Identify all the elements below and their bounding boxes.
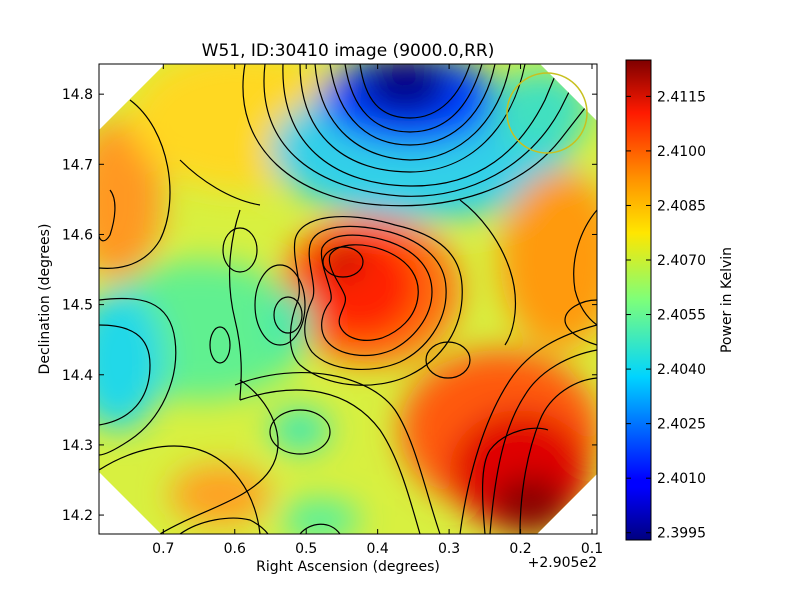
colorbar-tick-label: 2.4100 bbox=[657, 144, 706, 160]
orange-east bbox=[500, 170, 597, 350]
x-tick-label: 0.3 bbox=[438, 541, 460, 557]
colorbar-tick-label: 2.4025 bbox=[657, 417, 706, 433]
x-tick-label: 0.6 bbox=[224, 541, 246, 557]
y-tick-label: 14.8 bbox=[62, 87, 93, 103]
orange-region-northwest bbox=[99, 120, 163, 280]
y-tick-label: 14.3 bbox=[62, 438, 93, 454]
colorbar-tick-label: 2.4085 bbox=[657, 198, 706, 214]
colorbar-label: Power in Kelvin bbox=[719, 247, 735, 353]
colorbar: 2.4115 2.4100 2.4085 2.4070 2.4055 2.4040 2.40… bbox=[625, 59, 735, 542]
y-tick-label: 14.2 bbox=[62, 508, 93, 524]
y-axis-ticks: 14.8 14.7 14.6 14.5 14.4 14.3 14.2 bbox=[62, 87, 597, 524]
colorbar-tick-label: 2.4040 bbox=[657, 362, 706, 378]
x-tick-label: 0.7 bbox=[152, 541, 174, 557]
green-blob-center bbox=[268, 290, 312, 350]
y-tick-label: 14.7 bbox=[62, 157, 93, 173]
y-tick-label: 14.4 bbox=[62, 368, 93, 384]
green-blob-south-center bbox=[270, 408, 330, 452]
colorbar-gradient bbox=[625, 59, 652, 541]
x-tick-label: 0.1 bbox=[581, 541, 603, 557]
colorbar-tick-label: 2.4055 bbox=[657, 308, 706, 324]
red-center bbox=[300, 230, 420, 340]
cyan-region-west bbox=[99, 290, 163, 430]
x-tick-label: 0.4 bbox=[367, 541, 389, 557]
colorbar-tick-label: 2.3995 bbox=[657, 526, 706, 542]
colorbar-tick-label: 2.4115 bbox=[657, 89, 706, 105]
x-axis-label: Right Ascension (degrees) bbox=[256, 559, 440, 575]
darkred-peak-center bbox=[325, 250, 361, 274]
darkred-southeast bbox=[490, 475, 570, 534]
colorbar-ticks: 2.4115 2.4100 2.4085 2.4070 2.4055 2.4040 2.40… bbox=[626, 89, 706, 542]
x-tick-label: 0.2 bbox=[509, 541, 531, 557]
beam-circle bbox=[506, 72, 588, 154]
y-tick-label: 14.6 bbox=[62, 227, 93, 243]
y-tick-label: 14.5 bbox=[62, 298, 93, 314]
green-south bbox=[280, 500, 360, 534]
orange-south bbox=[170, 465, 270, 525]
colorbar-tick-label: 2.4010 bbox=[657, 471, 706, 487]
contour-lines bbox=[99, 64, 597, 534]
heatmap-image bbox=[99, 64, 597, 534]
x-tick-label: 0.5 bbox=[295, 541, 317, 557]
y-axis-label: Declination (degrees) bbox=[37, 224, 53, 375]
axes-frame bbox=[98, 63, 598, 535]
chart-title: W51, ID:30410 image (9000.0,RR) bbox=[202, 41, 495, 61]
navy-minimum bbox=[360, 64, 450, 115]
x-offset-label: +2.905e2 bbox=[528, 555, 597, 571]
colorbar-tick-label: 2.4070 bbox=[657, 253, 706, 269]
x-axis-ticks: 0.7 0.6 0.5 0.4 0.3 0.2 0.1 bbox=[152, 64, 603, 557]
